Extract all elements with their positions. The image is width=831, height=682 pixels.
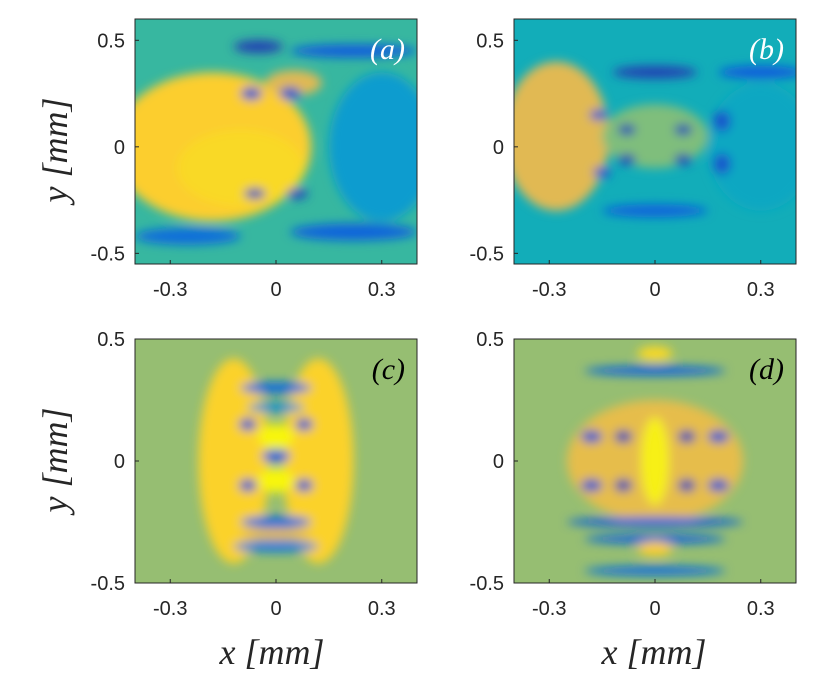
x-tick-label: 0 [270, 279, 281, 301]
xlabel-d: x [mm] [601, 632, 707, 672]
heatmap-feature [602, 204, 708, 218]
x-tick-label: 0 [649, 598, 660, 620]
heatmap-feature [566, 517, 744, 527]
y-tick-label: 0.5 [476, 329, 504, 351]
xlabel-c: x [mm] [219, 632, 325, 672]
heatmap-feature [328, 72, 417, 222]
heatmap-feature [198, 358, 269, 564]
heatmap-feature [279, 87, 301, 100]
heatmap-feature [617, 124, 636, 136]
heatmap-feature [261, 450, 291, 463]
panel-label: (b) [749, 33, 784, 66]
heatmap-feature [233, 540, 319, 553]
heatmap-feature [617, 154, 636, 165]
heatmap-feature [244, 188, 266, 200]
panel-label: (d) [749, 353, 784, 386]
heatmap-feature [283, 358, 354, 564]
heatmap-feature [514, 61, 610, 211]
heatmap-feature [265, 70, 322, 96]
heatmap-feature [233, 40, 284, 54]
x-tick-label: -0.3 [153, 598, 187, 620]
heatmap-feature [584, 534, 726, 544]
panel-label: (c) [372, 353, 405, 386]
heatmap-feature [238, 418, 257, 431]
heatmap-feature [240, 528, 312, 541]
x-tick-label: 0.3 [747, 598, 775, 620]
x-tick-label: 0.3 [368, 279, 396, 301]
x-tick-label: 0.3 [747, 279, 775, 301]
plot-panels: -0.3 0 0.30.50-0.5(a)-0.3 0 0.30.50-0.5(b)-0… [91, 18, 797, 620]
heatmap-feature [614, 479, 633, 492]
heatmap-feature [290, 44, 417, 58]
heatmap-feature [637, 346, 673, 361]
heatmap-feature [637, 541, 673, 557]
heatmap-feature [707, 479, 730, 492]
heatmap-feature [240, 381, 312, 394]
heatmap-feature [614, 430, 633, 443]
heatmap-feature [602, 104, 708, 169]
heatmap-feature [677, 430, 696, 443]
heatmap-feature [258, 424, 294, 449]
panel-d: -0.3 0 0.3 0.5 0 -0.5 (d) [470, 329, 797, 620]
panel-b: -0.3 0 0.3 0.5 0 -0.5 (b) [470, 18, 797, 301]
y-tick-label: -0.5 [470, 573, 504, 595]
heatmap-feature [238, 479, 257, 492]
y-tick-label: 0.5 [476, 30, 504, 52]
ylabel-c: y [mm] [35, 408, 75, 516]
y-tick-label: -0.5 [91, 243, 125, 265]
x-tick-label: 0 [649, 279, 660, 301]
heatmap-feature [593, 167, 611, 178]
heatmap-feature [135, 227, 241, 245]
x-tick-label: 0.3 [368, 598, 396, 620]
heatmap-feature [286, 188, 308, 200]
y-tick-label: 0 [493, 451, 504, 473]
panel-label: (a) [370, 33, 405, 66]
heatmap-feature [240, 515, 312, 529]
y-tick-label: 0.5 [97, 30, 125, 52]
y-tick-label: 0 [114, 137, 125, 159]
heatmap-feature [580, 430, 603, 443]
heatmap-feature [612, 65, 698, 79]
panel-a: -0.3 0 0.3 0.5 0 -0.5 (a) [91, 18, 418, 301]
heatmap-feature [295, 479, 314, 492]
x-tick-label: -0.3 [532, 598, 566, 620]
heatmap-feature [713, 153, 731, 175]
heatmap-feature [247, 402, 305, 413]
heatmap-feature [640, 417, 670, 505]
heatmap-feature [580, 479, 603, 492]
y-tick-label: 0.5 [97, 329, 125, 351]
panel-c: -0.3 0 0.3 0.5 0 -0.5 (c) [91, 329, 418, 620]
heatmap-feature [677, 479, 696, 492]
y-tick-label: 0 [114, 451, 125, 473]
heatmap-feature [589, 109, 608, 121]
heatmap-feature [240, 87, 262, 100]
heatmap-feature [674, 124, 693, 136]
ylabel-a: y [mm] [35, 98, 75, 206]
heatmap-feature [707, 82, 796, 211]
x-tick-label: -0.3 [532, 279, 566, 301]
heatmap-feature [295, 418, 314, 431]
heatmap-feature [584, 565, 726, 576]
heatmap-feature [674, 154, 693, 165]
heatmap-feature [584, 365, 726, 376]
heatmap-feature [258, 468, 294, 493]
y-tick-label: 0 [493, 137, 504, 159]
x-tick-label: 0 [270, 598, 281, 620]
x-tick-label: -0.3 [153, 279, 187, 301]
y-tick-label: -0.5 [470, 243, 504, 265]
heatmap-feature [707, 430, 730, 443]
y-tick-label: -0.5 [91, 573, 125, 595]
heatmap-feature [718, 65, 796, 79]
heatmap-feature [290, 223, 417, 241]
heatmap-feature [713, 110, 731, 132]
heatmap-feature [177, 129, 305, 207]
